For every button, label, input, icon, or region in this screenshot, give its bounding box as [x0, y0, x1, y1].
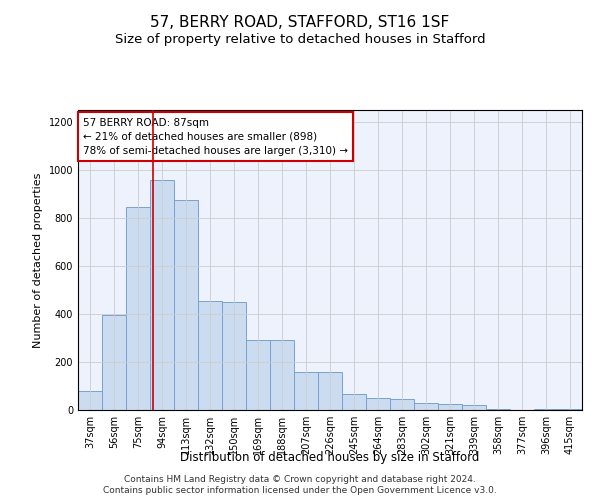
Text: Contains HM Land Registry data © Crown copyright and database right 2024.: Contains HM Land Registry data © Crown c…: [124, 475, 476, 484]
Bar: [174, 200, 198, 410]
Text: Distribution of detached houses by size in Stafford: Distribution of detached houses by size …: [181, 451, 479, 464]
Bar: [150, 180, 174, 410]
Bar: [462, 405, 486, 410]
Bar: [390, 399, 414, 410]
Text: 57, BERRY ROAD, STAFFORD, ST16 1SF: 57, BERRY ROAD, STAFFORD, ST16 1SF: [151, 15, 449, 30]
Bar: [414, 403, 438, 410]
Bar: [270, 340, 294, 410]
Bar: [318, 372, 342, 410]
Bar: [534, 409, 558, 410]
Text: Size of property relative to detached houses in Stafford: Size of property relative to detached ho…: [115, 32, 485, 46]
Bar: [366, 398, 390, 410]
Bar: [294, 372, 318, 410]
Bar: [246, 340, 270, 410]
Bar: [126, 207, 150, 410]
Bar: [102, 315, 126, 410]
Bar: [342, 394, 366, 410]
Bar: [222, 302, 246, 410]
Y-axis label: Number of detached properties: Number of detached properties: [33, 172, 43, 348]
Bar: [78, 391, 102, 410]
Bar: [198, 301, 222, 410]
Bar: [486, 409, 510, 410]
Bar: [558, 409, 582, 410]
Text: Contains public sector information licensed under the Open Government Licence v3: Contains public sector information licen…: [103, 486, 497, 495]
Bar: [438, 404, 462, 410]
Text: 57 BERRY ROAD: 87sqm
← 21% of detached houses are smaller (898)
78% of semi-deta: 57 BERRY ROAD: 87sqm ← 21% of detached h…: [83, 118, 348, 156]
